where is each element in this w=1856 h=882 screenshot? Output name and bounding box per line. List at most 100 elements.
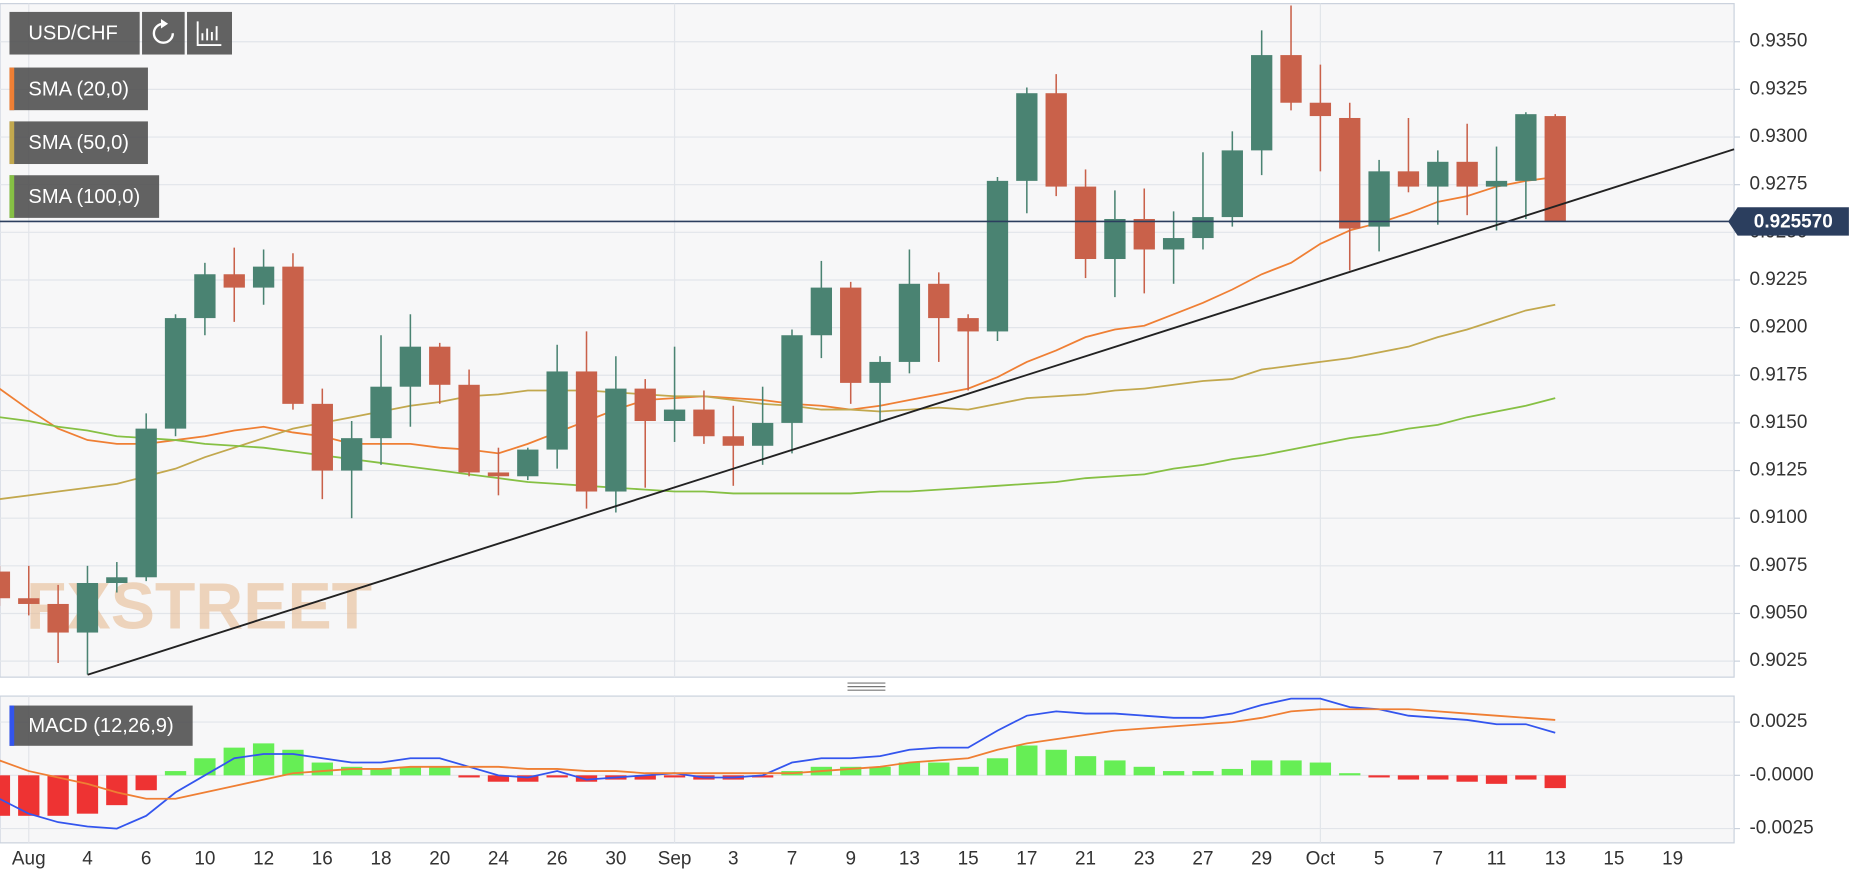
candle-body	[1221, 150, 1243, 218]
histogram-bar	[840, 766, 862, 776]
candle-body	[1544, 116, 1566, 222]
histogram-bar	[223, 747, 245, 776]
histogram-bar	[0, 775, 11, 816]
histogram-bar	[898, 762, 921, 776]
candle-body	[223, 274, 245, 288]
candle-body	[869, 361, 891, 383]
x-tick-label: 23	[1134, 848, 1155, 869]
macd-line	[0, 708, 1556, 800]
legend-item[interactable]: SMA (20,0)	[9, 67, 148, 111]
symbol-label: USD/CHF	[28, 23, 117, 45]
histogram-bar	[1162, 771, 1185, 776]
x-tick-label: 6	[141, 848, 152, 869]
legend-bg	[9, 175, 160, 218]
legend-bg	[9, 121, 148, 165]
button-bg	[9, 11, 140, 55]
histogram-bar	[1456, 775, 1478, 782]
histogram-bar	[18, 775, 40, 816]
candle-body	[458, 384, 480, 473]
y-tick-label: 0.9175	[1749, 364, 1807, 385]
y-tick-label: 0.9325	[1749, 78, 1807, 99]
histogram-bar	[517, 775, 539, 782]
sma-line	[0, 303, 1556, 500]
y-tick-label: 0.9225	[1749, 269, 1807, 290]
candle-body	[1016, 93, 1038, 181]
current-price-badge	[1728, 207, 1849, 236]
histogram-bar	[1251, 760, 1273, 776]
candle-body	[1045, 93, 1067, 187]
legend-strip	[9, 67, 15, 111]
candle-body	[399, 346, 422, 387]
x-tick-label: 26	[547, 848, 568, 869]
x-tick-label: 4	[82, 848, 93, 869]
candle-body	[106, 577, 128, 583]
legend-item[interactable]: SMA (50,0)	[9, 121, 148, 165]
x-tick-label: 27	[1192, 848, 1213, 869]
histogram-bar	[634, 775, 656, 780]
x-tick-label: 20	[429, 848, 450, 869]
legend-strip	[9, 175, 15, 218]
histogram-bar	[1221, 768, 1243, 776]
histogram-bar	[1016, 745, 1038, 776]
button-bg	[142, 11, 185, 55]
candle-body	[1309, 102, 1332, 117]
histogram-bar	[1427, 775, 1449, 780]
candle-body	[1485, 180, 1508, 187]
candle-body	[282, 266, 304, 404]
y-tick-label: 0.9275	[1749, 174, 1807, 195]
symbol-button[interactable]: USD/CHF	[9, 11, 140, 55]
y-tick-label: -0.0025	[1749, 818, 1813, 839]
histogram-bar	[1485, 775, 1508, 784]
histogram-bar	[135, 775, 157, 791]
histogram-bar	[1192, 771, 1214, 776]
candle-body	[1397, 171, 1420, 187]
x-tick-label: 13	[899, 848, 920, 869]
candle-body	[1192, 217, 1214, 239]
histogram-bar	[1544, 775, 1566, 789]
axes: 0.9025 0.9050 0.9075 0.9100 0.9125 0.9150 0.91…	[0, 31, 1849, 869]
x-tick-label: 16	[312, 848, 333, 869]
macd-plot	[0, 697, 1566, 830]
x-tick-label: 7	[1433, 848, 1444, 869]
histogram-bar	[399, 766, 422, 776]
candle-body	[370, 386, 392, 439]
refresh-arrow	[160, 19, 169, 29]
y-tick-label: 0.9150	[1749, 412, 1807, 433]
y-tick-label: 0.9200	[1749, 317, 1807, 338]
candle-body	[957, 318, 979, 332]
x-tick-label: 13	[1545, 848, 1566, 869]
y-tick-label: 0.9125	[1749, 460, 1807, 481]
x-tick-label: Oct	[1306, 848, 1336, 869]
y-tick-label: 0.9350	[1749, 31, 1807, 52]
histogram-bar	[1280, 760, 1302, 776]
candle-body	[781, 335, 803, 423]
candle-body	[194, 274, 216, 319]
candle-body	[605, 388, 627, 492]
x-tick-label: 3	[728, 848, 739, 869]
candle-body	[311, 403, 333, 471]
macd-legend[interactable]: MACD (12,26,9)	[9, 705, 193, 746]
refresh-button[interactable]	[142, 11, 185, 55]
y-tick-label: 0.9025	[1749, 650, 1807, 671]
sma-line	[0, 176, 1556, 455]
histogram-bar	[47, 775, 69, 816]
x-tick-label: 17	[1016, 848, 1037, 869]
chart-icon	[196, 21, 222, 47]
histogram-bar	[546, 775, 568, 778]
x-tick-label: 24	[488, 848, 509, 869]
x-tick-label: 11	[1487, 848, 1507, 869]
panel-splitter[interactable]	[847, 682, 886, 691]
button-bg	[187, 11, 232, 55]
candle-body	[1074, 186, 1097, 260]
candle-body	[1162, 238, 1185, 250]
candle-body	[252, 266, 275, 288]
chart-type-button[interactable]	[187, 11, 232, 55]
legend-item[interactable]: SMA (100,0)	[9, 175, 160, 218]
candle-body	[840, 287, 862, 383]
x-tick-label: 12	[253, 848, 274, 869]
histogram-bar	[164, 771, 187, 776]
histogram-bar	[1104, 760, 1126, 776]
legend-label: MACD (12,26,9)	[28, 715, 173, 737]
histogram-bar	[986, 758, 1009, 776]
